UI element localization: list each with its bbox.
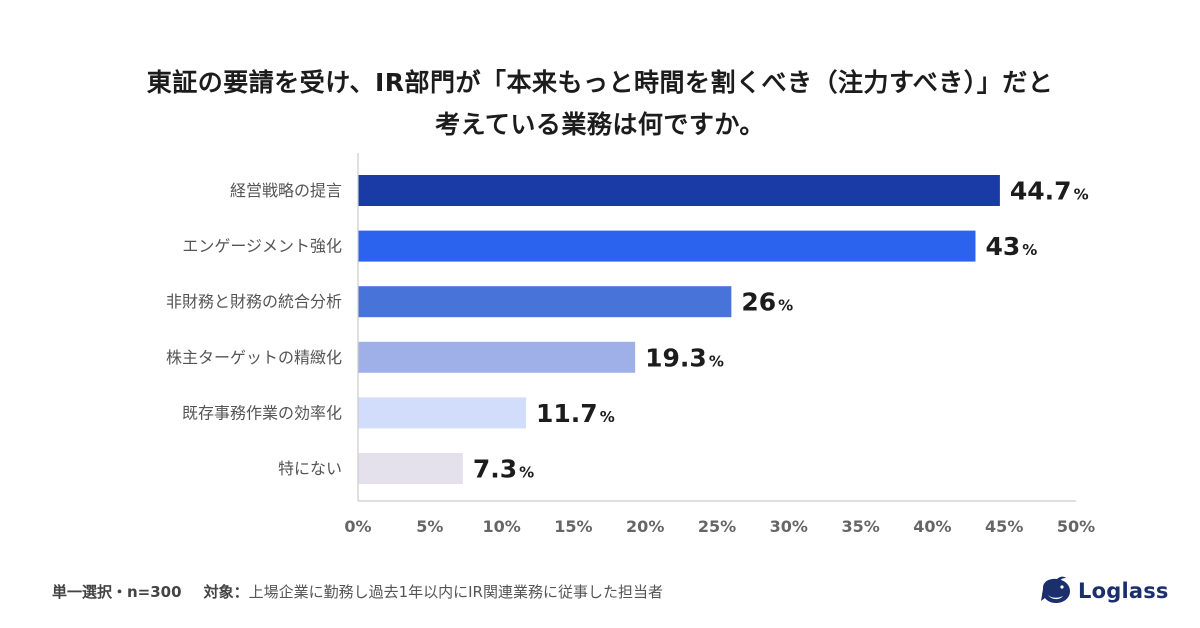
x-tick-7: 30% (770, 517, 808, 536)
x-tick-4: 15% (554, 517, 592, 536)
target-label: 対象： (203, 583, 249, 601)
whale-icon (1041, 576, 1070, 603)
x-tick-2: 5% (416, 517, 443, 536)
category-label-3: 非財務と財務の統合分析 (166, 292, 342, 311)
bar-2 (358, 230, 976, 262)
value-label-3: 26% (741, 288, 793, 317)
chart-title-line-1: 東証の要請を受け、IR部門が「本来もっと時間を割くべき（注力すべき）」だと (146, 68, 1054, 97)
bars-layer: 経営戦略の提言 44.7 % エンゲージメント強化 43 % 非財務と財務の統合分析 26 % 株… (166, 175, 1089, 484)
x-tick-9: 40% (913, 517, 951, 536)
category-label-2: エンゲージメント強化 (182, 237, 342, 256)
chart-title: 東証の要請を受け、IR部門が「本来もっと時間を割くべき（注力すべき）」だと 考え… (0, 62, 1200, 146)
x-tick-8: 35% (841, 517, 879, 536)
category-label-5: 既存事務作業の効率化 (182, 403, 342, 422)
category-label-1: 経営戦略の提言 (230, 181, 342, 200)
category-label-6: 特にない (278, 459, 342, 478)
x-tick-11: 50% (1057, 517, 1095, 536)
x-tick-1: 0% (344, 517, 371, 536)
bar-6 (358, 453, 463, 484)
bar-5 (358, 397, 527, 429)
loglass-logo: Loglass (1040, 574, 1169, 608)
chart-title-line-2: 考えている業務は何ですか。 (435, 110, 765, 139)
logo-text: Loglass (1078, 579, 1169, 603)
x-tick-labels: 0% 5% 10% 15% 20% 25% 30% 35% 40% 45% 50% (344, 517, 1095, 536)
chart-footnote: 単一選択・n=300 対象：上場企業に勤務し過去1年以内にIR関連業務に従事した担… (52, 581, 663, 602)
value-label-4: 19.3% (645, 343, 724, 372)
value-label-6: 7.3% (473, 455, 534, 484)
target-description: 上場企業に勤務し過去1年以内にIR関連業務に従事した担当者 (248, 583, 663, 601)
value-label-1: 44.7% (1010, 177, 1089, 206)
category-label-4: 株主ターゲットの精緻化 (166, 348, 342, 367)
bar-3 (358, 286, 732, 318)
survey-method: 単一選択・n=300 (52, 583, 182, 601)
value-label-5: 11.7% (536, 399, 615, 428)
x-tick-6: 25% (698, 517, 736, 536)
x-tick-10: 45% (985, 517, 1023, 536)
value-label-2: 43% (985, 232, 1037, 261)
bar-4 (358, 341, 636, 373)
bar-1 (358, 175, 1000, 206)
x-tick-3: 10% (482, 517, 520, 536)
x-tick-5: 20% (626, 517, 664, 536)
